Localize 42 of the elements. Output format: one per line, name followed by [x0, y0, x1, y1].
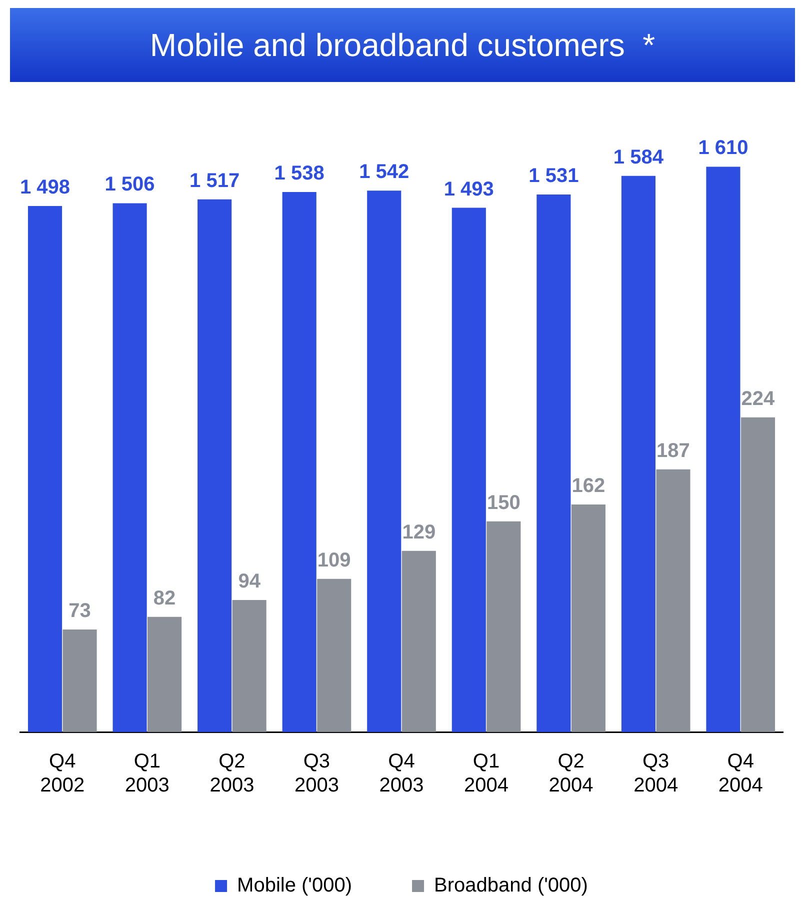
bar [282, 192, 316, 732]
data-label: 82 [153, 587, 176, 610]
data-label: 1 506 [104, 174, 155, 196]
bar [621, 176, 656, 732]
bar [148, 616, 182, 732]
x-tick-label: Q4 2003 [379, 750, 424, 797]
bar [112, 203, 147, 732]
bar [232, 600, 266, 732]
x-tick-label: Q1 2003 [124, 750, 170, 797]
data-label: 224 [741, 388, 776, 410]
x-tick-label: Q2 2004 [548, 750, 594, 797]
x-tick-label: Q4 2004 [718, 750, 763, 797]
data-label: 1 531 [528, 164, 579, 187]
data-label: 187 [656, 440, 690, 462]
data-label: 129 [402, 521, 436, 544]
data-label: 109 [317, 549, 351, 572]
data-label: 1 517 [190, 170, 240, 192]
data-label: 1 493 [444, 178, 494, 200]
legend-label: Mobile ('000) [237, 874, 352, 897]
chart-title: Mobile and broadband customers * [10, 8, 795, 82]
x-tick-label: Q3 2004 [634, 750, 678, 797]
x-tick-label: Q1 2004 [464, 750, 509, 797]
data-label: 1 538 [274, 162, 324, 185]
data-label: 162 [572, 474, 606, 497]
x-tick-label: Q3 2003 [294, 750, 339, 797]
bar [452, 208, 486, 732]
data-label: 1 542 [359, 161, 410, 184]
bar [28, 206, 62, 732]
x-tick-label: Q4 2002 [40, 750, 85, 797]
data-label: 150 [486, 492, 520, 514]
data-label: 1 584 [613, 146, 664, 168]
legend-label: Broadband ('000) [434, 874, 588, 897]
data-label: 94 [238, 570, 262, 592]
bar [198, 199, 232, 732]
bar [317, 578, 352, 732]
data-label: 1 498 [20, 176, 70, 199]
bar [367, 190, 402, 732]
data-label: 1 610 [698, 137, 748, 160]
data-label: 73 [68, 600, 91, 622]
x-tick-label: Q2 2003 [210, 750, 254, 797]
bar [536, 194, 571, 732]
bar [62, 629, 97, 732]
